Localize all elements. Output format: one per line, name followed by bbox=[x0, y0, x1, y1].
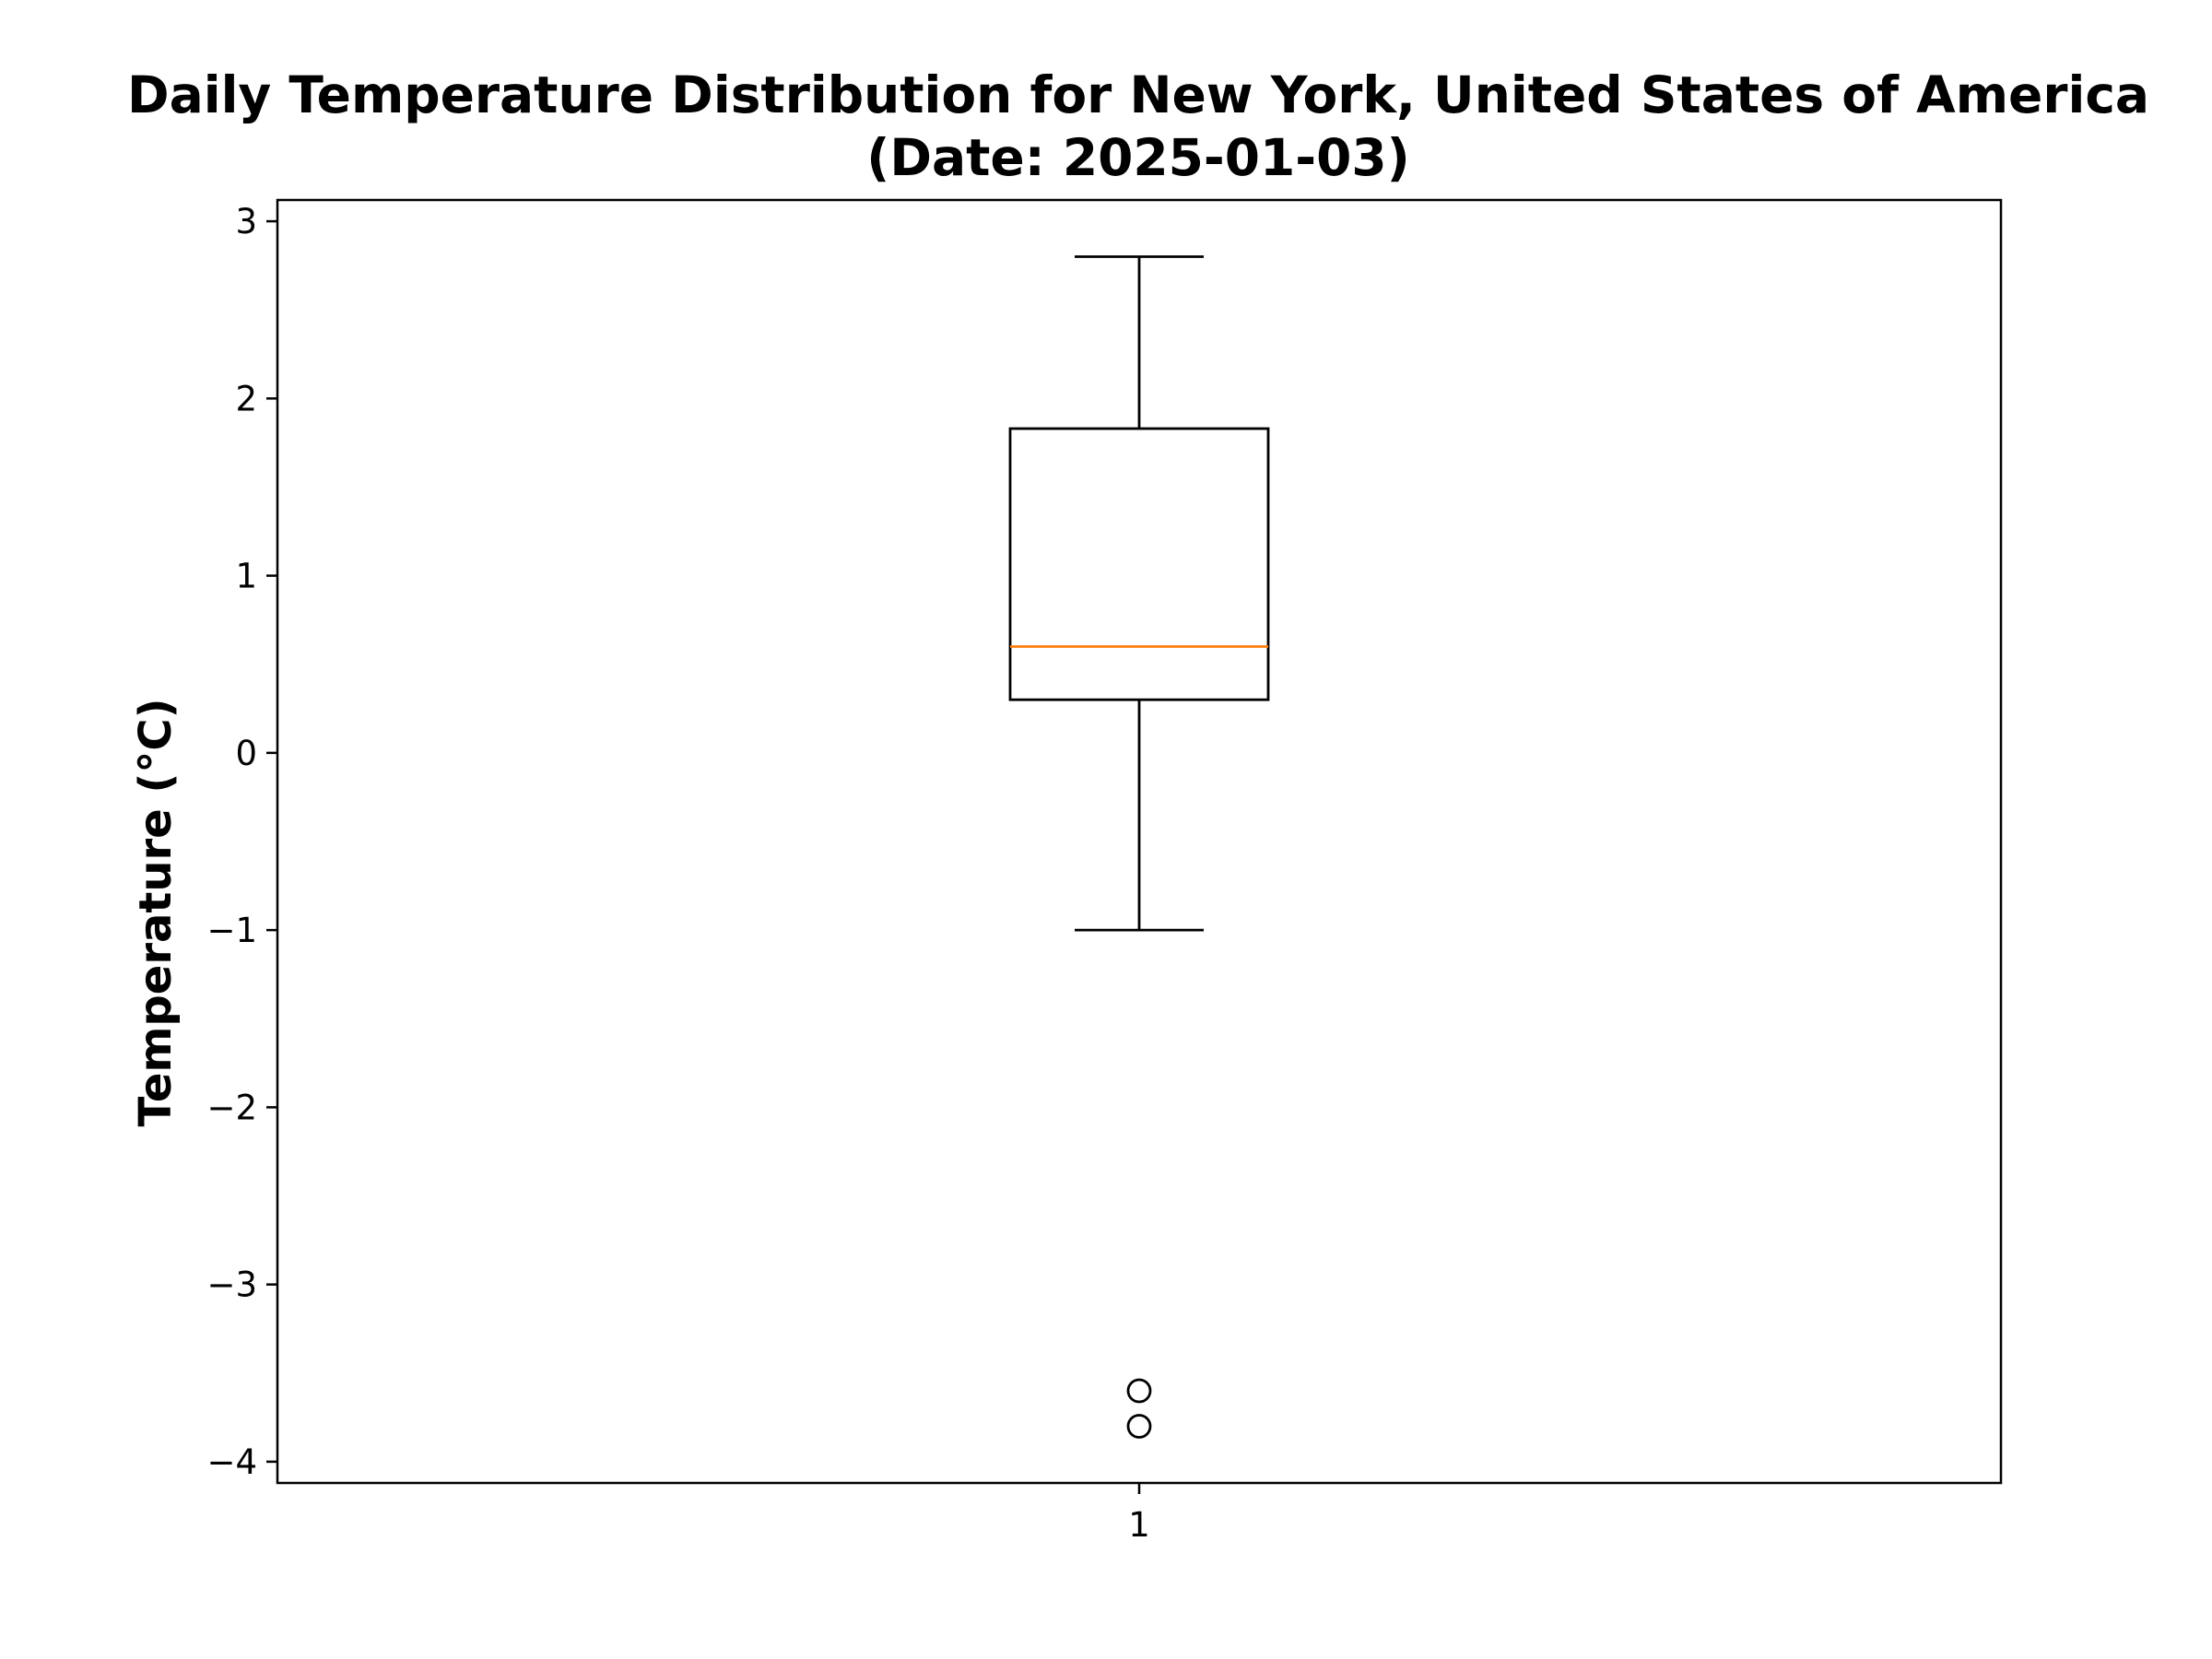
x-tick-label: 1 bbox=[1128, 1505, 1150, 1545]
boxplot bbox=[1008, 255, 1270, 1439]
y-tick-label: −4 bbox=[206, 1442, 257, 1482]
y-tick-label: −3 bbox=[206, 1265, 257, 1305]
y-tick-label: 3 bbox=[235, 202, 257, 241]
box-iqr bbox=[1008, 427, 1270, 701]
outlier-point bbox=[1126, 1378, 1152, 1404]
y-tick-label: 0 bbox=[235, 734, 257, 773]
outlier-point bbox=[1126, 1414, 1152, 1439]
y-tick-label: 2 bbox=[235, 379, 257, 418]
chart-subtitle: (Date: 2025-01-03) bbox=[866, 128, 1410, 187]
y-axis-label: Temperature (°C) bbox=[130, 698, 182, 1126]
y-tick-label: −2 bbox=[206, 1088, 257, 1127]
y-axis-ticks: 3 2 1 0 −1 −2 −3 −4 bbox=[206, 202, 277, 1482]
y-tick-label: −1 bbox=[206, 911, 257, 950]
chart-title: Daily Temperature Distribution for New Y… bbox=[127, 65, 2149, 124]
x-axis-ticks: 1 bbox=[1128, 1483, 1150, 1545]
y-tick-label: 1 bbox=[235, 557, 257, 596]
plot-frame bbox=[276, 198, 2003, 1485]
